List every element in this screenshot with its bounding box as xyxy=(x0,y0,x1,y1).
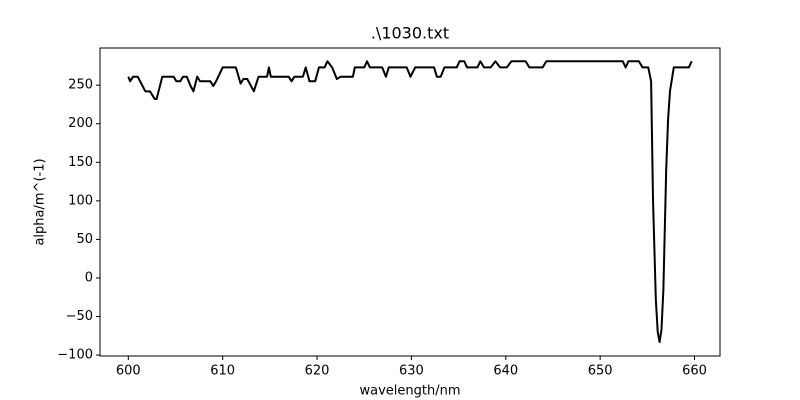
y-tick-label: 150 xyxy=(68,155,93,170)
x-tick-label: 610 xyxy=(210,364,235,379)
y-axis-label: alpha/m^(-1) xyxy=(33,158,48,245)
y-tick-label: 250 xyxy=(68,78,93,93)
x-tick-label: 640 xyxy=(493,364,518,379)
plot-frame xyxy=(99,47,721,357)
y-tick-label: −100 xyxy=(57,348,93,363)
x-tick-label: 600 xyxy=(116,364,141,379)
y-tick-label: 100 xyxy=(68,193,93,208)
y-tick-label: 0 xyxy=(85,270,93,285)
x-tick-label: 630 xyxy=(399,364,424,379)
y-tick-label: 50 xyxy=(76,232,93,247)
y-tick-label: 200 xyxy=(68,116,93,131)
data-line xyxy=(127,60,693,343)
chart-title: .\1030.txt xyxy=(371,24,449,43)
x-tick-label: 650 xyxy=(588,364,613,379)
x-axis-label: wavelength/nm xyxy=(359,384,460,399)
x-tick-label: 620 xyxy=(305,364,330,379)
y-tick-label: −50 xyxy=(66,309,93,324)
x-tick-label: 660 xyxy=(682,364,707,379)
